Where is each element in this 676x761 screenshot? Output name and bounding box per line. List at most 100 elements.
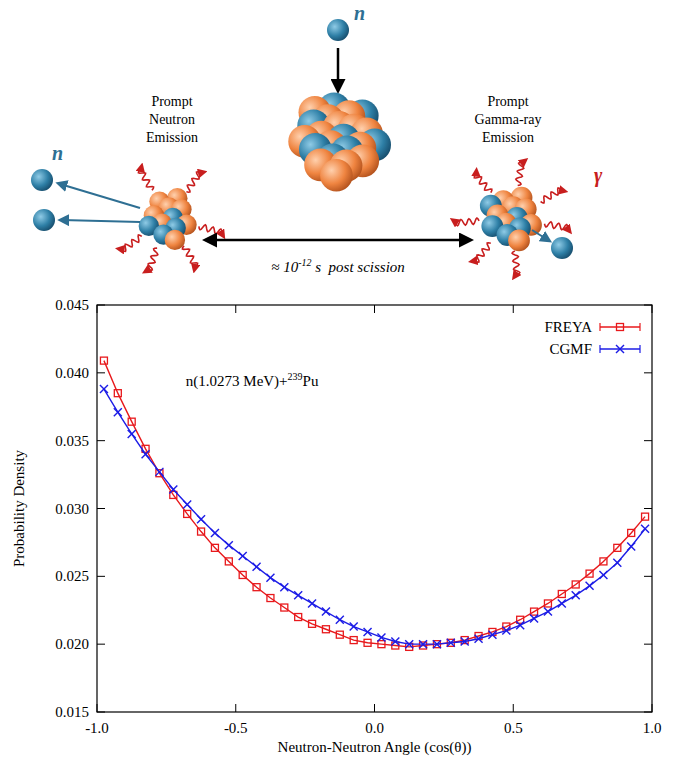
marker-x-stroke: [253, 563, 261, 571]
marker-x-stroke: [433, 640, 441, 648]
marker-square: [309, 620, 316, 627]
marker-x-stroke: [586, 582, 594, 590]
y-tick-label: 0.040: [55, 365, 89, 381]
marker-x-stroke: [169, 486, 177, 494]
marker-x: [613, 559, 621, 567]
diagram-title: Gamma-ray: [475, 112, 542, 127]
marker-x-stroke: [516, 621, 524, 629]
marker-x: [211, 529, 219, 537]
marker-x-stroke: [197, 515, 205, 523]
legend-marker: [617, 324, 624, 331]
marker-x-stroke: [530, 614, 538, 622]
marker-x-stroke: [322, 608, 330, 616]
gamma-ray: [545, 222, 570, 231]
marker-x-stroke: [211, 529, 219, 537]
marker-x: [572, 591, 580, 599]
marker-x: [502, 627, 510, 635]
marker-square: [128, 418, 135, 425]
marker-square: [600, 558, 607, 565]
nucleus: [288, 93, 391, 192]
marker-x: [128, 430, 136, 438]
marker-x: [391, 637, 399, 645]
marker-square: [642, 513, 649, 520]
marker-square: [322, 626, 329, 633]
neutron-arrow: [62, 220, 140, 222]
marker-x-stroke: [641, 525, 649, 533]
marker-x-stroke: [169, 486, 177, 494]
plot-frame: [97, 305, 652, 712]
marker-x: [197, 515, 205, 523]
marker-x-stroke: [391, 637, 399, 645]
marker-x: [627, 542, 635, 550]
marker-square: [544, 600, 551, 607]
marker-x-stroke: [128, 430, 136, 438]
marker-x: [308, 599, 316, 607]
marker-x: [419, 640, 427, 648]
gamma-ray: [472, 243, 491, 263]
marker-x-stroke: [100, 385, 108, 393]
neutron: [551, 237, 573, 259]
y-tick-label: 0.025: [55, 568, 89, 584]
marker-square: [614, 544, 621, 551]
time-label-part: ≈ 10: [271, 259, 298, 275]
marker-square: [531, 608, 538, 615]
figure: nnγPromptNeutronEmissionPromptGamma-rayE…: [0, 0, 676, 761]
y-tick: [644, 440, 652, 441]
marker-square: [253, 584, 260, 591]
marker-x-stroke: [572, 591, 580, 599]
marker-x: [405, 640, 413, 648]
marker-square: [281, 604, 288, 611]
gamma-ray: [186, 172, 203, 193]
marker-x-stroke: [128, 430, 136, 438]
marker-x-stroke: [225, 541, 233, 549]
marker-x-stroke: [114, 408, 122, 416]
marker-x: [239, 552, 247, 560]
marker-x: [280, 583, 288, 591]
marker-x-stroke: [544, 608, 552, 616]
incoming-arrow: [337, 48, 340, 88]
marker-x-stroke: [405, 640, 413, 648]
legend-cap: [599, 323, 600, 331]
diagram-title: Emission: [146, 130, 198, 145]
marker-x: [266, 574, 274, 582]
marker-x-stroke: [155, 468, 163, 476]
marker-x-stroke: [183, 500, 191, 508]
x-tick-label: 0.0: [365, 720, 384, 736]
x-tick: [235, 305, 236, 313]
marker-x-stroke: [502, 627, 510, 635]
marker-x: [114, 408, 122, 416]
marker-square: [572, 581, 579, 588]
x-tick-label: -0.5: [224, 720, 248, 736]
gamma-ray: [138, 166, 153, 190]
y-tick-label: 0.035: [55, 433, 89, 449]
marker-x-stroke: [572, 591, 580, 599]
marker-x-stroke: [308, 599, 316, 607]
marker-square: [267, 595, 274, 602]
marker-x: [336, 616, 344, 624]
x-tick: [374, 305, 375, 313]
marker-x-stroke: [322, 608, 330, 616]
marker-x-stroke: [433, 640, 441, 648]
proton-ball: [508, 230, 530, 252]
y-tick: [97, 440, 105, 441]
nucleus: [139, 188, 197, 250]
legend-cap: [599, 345, 600, 353]
particle-label: n: [52, 142, 63, 164]
gamma-ray: [182, 246, 197, 270]
marker-x-stroke: [336, 616, 344, 624]
marker-x-stroke: [253, 563, 261, 571]
marker-x-stroke: [447, 639, 455, 647]
marker-x-stroke: [114, 408, 122, 416]
marker-x-stroke: [405, 640, 413, 648]
y-tick-label: 0.020: [55, 636, 89, 652]
marker-square: [239, 571, 246, 578]
marker-x: [475, 635, 483, 643]
marker-square: [628, 529, 635, 536]
marker-x: [641, 525, 649, 533]
marker-x-stroke: [516, 621, 524, 629]
time-arrow: [208, 239, 468, 242]
marker-x: [155, 468, 163, 476]
marker-x-stroke: [530, 614, 538, 622]
marker-x: [447, 639, 455, 647]
marker-x: [586, 582, 594, 590]
